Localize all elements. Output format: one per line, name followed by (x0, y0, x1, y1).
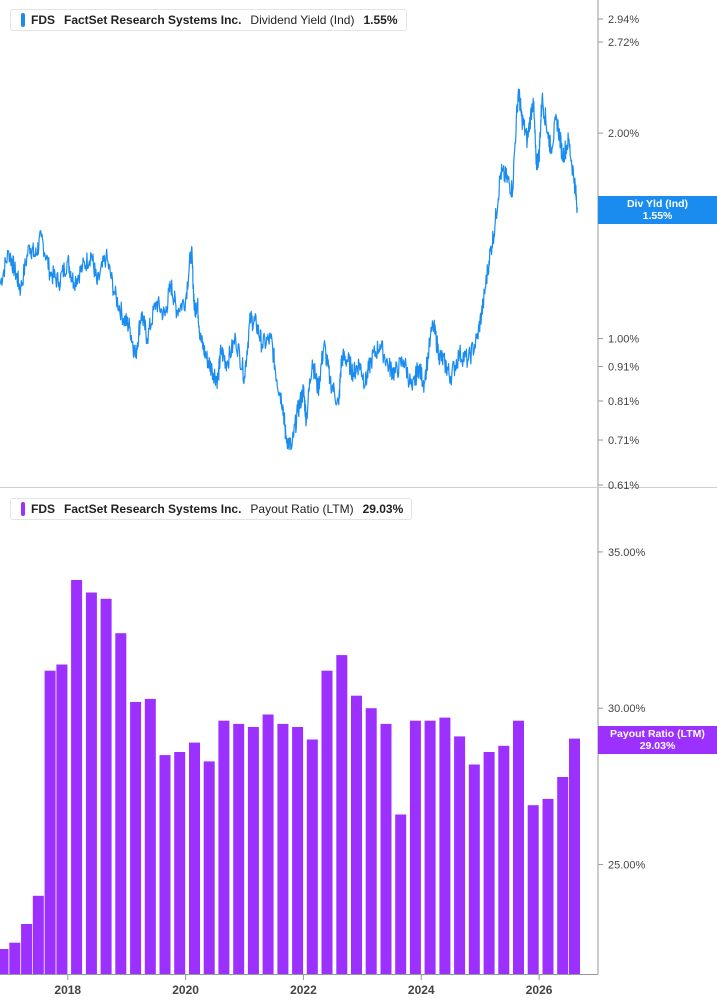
x-tick-label: 2026 (526, 983, 553, 997)
payout-bar (21, 924, 33, 974)
legend-value: 1.55% (363, 13, 398, 27)
legend-swatch-blue-icon (21, 13, 25, 27)
y-tick-label: 1.00% (608, 334, 639, 346)
y-tick-label: 0.61% (608, 480, 639, 492)
tag-label: Payout Ratio (LTM) (610, 727, 705, 740)
payout-bar (85, 592, 97, 974)
payout-bar (100, 598, 112, 974)
tag-label: Div Yld (Ind) (626, 197, 689, 210)
payout-bar (189, 742, 200, 974)
tag-value: 29.03% (639, 739, 676, 752)
payout-bar (32, 895, 44, 974)
x-tick-label: 2024 (408, 983, 435, 997)
payout-bar (569, 738, 580, 974)
payout-ratio-panel: 35.00% 30.00% 25.00% (0, 547, 646, 974)
legend-value: 29.03% (362, 502, 404, 516)
payout-bar (336, 655, 348, 974)
payout-ratio-legend: FDS FactSet Research Systems Inc. Payout… (10, 498, 413, 520)
payout-bar (262, 714, 274, 974)
y-tick-label: 30.00% (608, 703, 646, 715)
payout-bar (159, 755, 171, 974)
legend-metric: Payout Ratio (LTM) (250, 502, 354, 516)
payout-bar (321, 670, 333, 974)
legend-ticker: FDS (31, 502, 55, 516)
legend-metric: Dividend Yield (Ind) (250, 13, 355, 27)
payout-bar (498, 745, 510, 974)
payout-bar (174, 752, 186, 974)
payout-bar (203, 761, 215, 974)
payout-bar (56, 664, 68, 974)
x-tick-label: 2020 (172, 983, 199, 997)
payout-bar (115, 633, 127, 974)
dividend-yield-price-tag: Div Yld (Ind) 1.55% (598, 195, 717, 224)
payout-bar (351, 695, 362, 974)
y-tick-label: 0.71% (608, 435, 639, 447)
payout-bar (233, 723, 245, 974)
payout-bar (292, 727, 304, 974)
payout-bar (395, 814, 407, 974)
legend-swatch-purple-icon (21, 502, 25, 516)
dividend-yield-panel: 2.94% 2.72% 2.00% 1.00% 0.91% 0.81% 0.71% 0.61% (0, 0, 717, 974)
legend-company: FactSet Research Systems Inc. (64, 13, 242, 27)
dividend-yield-legend: FDS FactSet Research Systems Inc. Divide… (10, 9, 407, 31)
y-tick-label: 2.94% (608, 14, 639, 26)
payout-bar (454, 736, 466, 974)
y-tick-label: 35.00% (608, 547, 646, 559)
payout-bar (144, 698, 156, 974)
payout-bar (365, 708, 377, 974)
legend-company: FactSet Research Systems Inc. (64, 502, 242, 516)
payout-bar (409, 720, 421, 974)
payout-bar (424, 720, 436, 974)
payout-bar (542, 798, 554, 974)
x-tick-label: 2022 (290, 983, 317, 997)
payout-bar (527, 805, 539, 974)
payout-bar (0, 949, 9, 974)
payout-bar (557, 777, 569, 974)
payout-ratio-price-tag: Payout Ratio (LTM) 29.03% (598, 725, 717, 754)
legend-ticker: FDS (31, 13, 55, 27)
x-tick-label: 2018 (54, 983, 81, 997)
payout-bar (218, 720, 230, 974)
y-tick-label: 2.00% (608, 128, 639, 140)
y-tick-label: 0.91% (608, 361, 639, 373)
y-tick-label: 2.72% (608, 37, 639, 49)
payout-bar (439, 717, 451, 974)
payout-bar (468, 764, 480, 974)
dividend-yield-line (0, 88, 578, 451)
payout-bar (380, 723, 392, 974)
payout-bar (71, 580, 83, 974)
payout-bar (483, 752, 495, 974)
payout-bar (130, 702, 142, 974)
payout-bar (513, 720, 524, 974)
payout-bar (247, 727, 259, 974)
x-axis: 2018 2020 2022 2024 2026 (0, 974, 598, 997)
y-tick-label: 25.00% (608, 860, 646, 872)
y-tick-label: 0.81% (608, 396, 639, 408)
payout-bar (306, 739, 318, 974)
payout-bar (9, 942, 21, 974)
payout-bar (44, 670, 56, 974)
tag-value: 1.55% (642, 209, 673, 222)
payout-bar (277, 723, 289, 974)
